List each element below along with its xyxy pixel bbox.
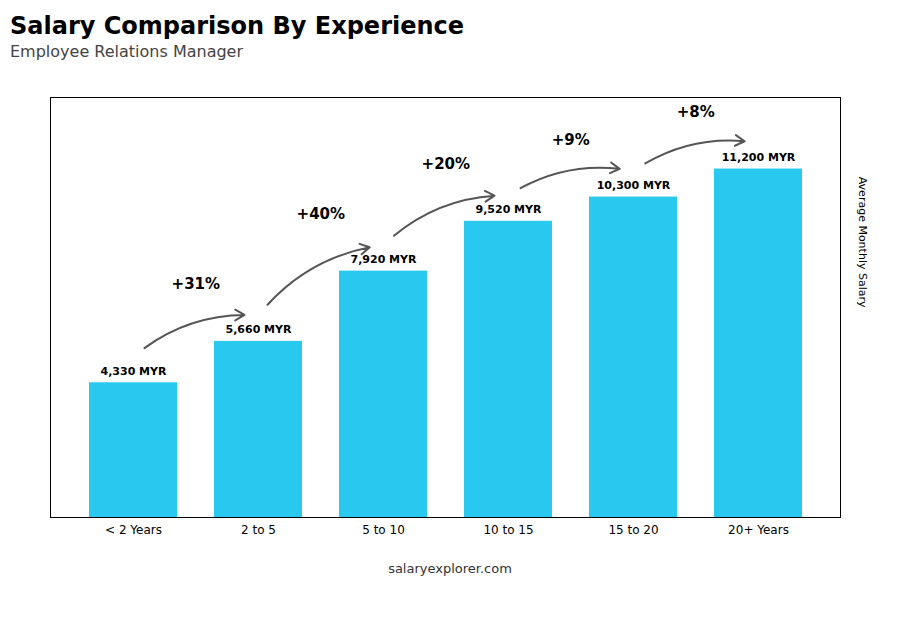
svg-text:< 2 Years: < 2 Years (105, 523, 162, 537)
svg-text:11,200 MYR: 11,200 MYR (722, 151, 796, 164)
svg-text:+40%: +40% (297, 205, 345, 223)
html-text:salaryexplorer.com: salaryexplorer.com (388, 561, 512, 576)
svg-text:9,520 MYR: 9,520 MYR (475, 203, 542, 216)
svg-text:7,920 MYR: 7,920 MYR (350, 253, 417, 266)
html-text:Employee Relations Manager: Employee Relations Manager (10, 42, 243, 61)
svg-text:Average Monthly Salary: Average Monthly Salary (856, 177, 869, 308)
svg-text:2 to 5: 2 to 5 (241, 523, 276, 537)
svg-text:10 to 15: 10 to 15 (483, 523, 533, 537)
svg-text:15 to 20: 15 to 20 (608, 523, 658, 537)
svg-text:4,330 MYR: 4,330 MYR (100, 365, 167, 378)
svg-text:+8%: +8% (677, 103, 715, 121)
svg-text:10,300 MYR: 10,300 MYR (597, 179, 671, 192)
html-text:Salary Comparison By Experienc: Salary Comparison By Experience (10, 12, 465, 40)
svg-text:20+ Years: 20+ Years (728, 523, 789, 537)
svg-text:+20%: +20% (422, 155, 470, 173)
svg-text:5,660 MYR: 5,660 MYR (225, 323, 292, 336)
svg-text:+31%: +31% (172, 275, 220, 293)
svg-text:+9%: +9% (552, 131, 590, 149)
svg-text:5 to 10: 5 to 10 (362, 523, 405, 537)
